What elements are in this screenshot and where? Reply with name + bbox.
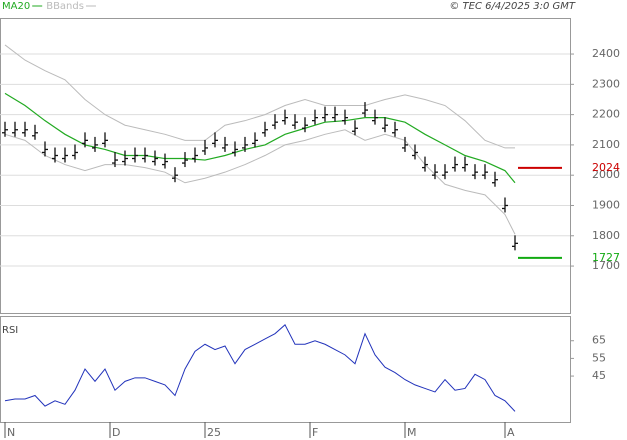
y-tick-label: 2400 <box>592 47 620 60</box>
y-tick-label: 2100 <box>592 138 620 151</box>
x-tick-label: 25 <box>207 426 221 439</box>
legend-entry: BBands <box>46 1 84 12</box>
x-tick-label: A <box>507 426 515 439</box>
price-bar <box>382 117 388 133</box>
price-bar <box>212 132 218 148</box>
price-bar <box>132 147 138 163</box>
level-label: 1727 <box>592 251 620 264</box>
price-bar <box>292 114 298 130</box>
rsi-panel <box>0 316 571 423</box>
price-bar <box>442 164 448 180</box>
y-tick-label: 1700 <box>592 259 620 272</box>
price-bar <box>302 117 308 133</box>
price-bar <box>112 152 118 168</box>
legend-entry: MA20 <box>2 1 30 12</box>
x-tick-label: D <box>112 426 120 439</box>
x-tick-label: M <box>407 426 417 439</box>
price-bar <box>22 121 28 137</box>
price-bar <box>362 102 368 118</box>
price-bar <box>452 156 458 172</box>
y-tick-label: 2300 <box>592 77 620 90</box>
price-bar <box>2 121 8 137</box>
price-bar <box>272 114 278 130</box>
price-bar <box>482 164 488 180</box>
price-bar <box>172 167 178 183</box>
price-bar <box>372 109 378 125</box>
rsi-line <box>4 324 516 412</box>
annotation: © TEC 6/4/2025 3:0 GMT <box>449 1 576 12</box>
price-bar <box>42 141 48 157</box>
price-bar <box>62 147 68 163</box>
price-bar <box>32 124 38 140</box>
price-bar <box>332 106 338 122</box>
price-bar <box>342 109 348 125</box>
x-tick-label: F <box>312 426 318 439</box>
price-bar <box>322 106 328 122</box>
ma-line <box>4 92 516 184</box>
price-bar <box>282 109 288 125</box>
price-bar <box>182 152 188 168</box>
x-tick-label: N <box>7 426 15 439</box>
price-bar <box>192 147 198 163</box>
price-bar <box>122 150 128 166</box>
price-bar <box>262 121 268 137</box>
price-bar <box>492 171 498 187</box>
price-bar <box>252 132 258 148</box>
level-label: 2024 <box>592 161 620 174</box>
y-tick-label: 45 <box>592 369 606 382</box>
price-bar <box>512 235 518 251</box>
y-tick-label: 65 <box>592 334 606 347</box>
y-tick-label: 1800 <box>592 229 620 242</box>
price-bar <box>432 164 438 180</box>
price-bar <box>242 136 248 152</box>
price-bar <box>402 136 408 152</box>
price-bar <box>422 156 428 172</box>
price-bar <box>502 197 508 213</box>
y-tick-label: 1900 <box>592 198 620 211</box>
y-tick-label: 55 <box>592 351 606 364</box>
price-bar <box>472 164 478 180</box>
price-bar <box>82 132 88 148</box>
price-bar <box>462 156 468 172</box>
price-bar <box>52 147 58 163</box>
price-bar <box>352 120 358 136</box>
price-bar <box>412 144 418 160</box>
price-bar <box>102 132 108 148</box>
price-bar <box>222 136 228 152</box>
price-bar <box>12 121 18 137</box>
price-bar <box>392 121 398 137</box>
price-bar <box>142 147 148 163</box>
price-bar <box>232 141 238 157</box>
y-tick-label: 2000 <box>592 168 620 181</box>
price-bar <box>152 150 158 166</box>
price-bar <box>202 139 208 155</box>
price-bar <box>162 153 168 169</box>
price-bar <box>72 144 78 160</box>
band-upper <box>4 44 515 149</box>
band-lower <box>4 129 516 235</box>
rsi-title: RSI <box>2 325 18 336</box>
y-tick-label: 2200 <box>592 108 620 121</box>
price-panel <box>0 18 571 314</box>
price-bar <box>312 109 318 125</box>
price-bar <box>92 136 98 152</box>
